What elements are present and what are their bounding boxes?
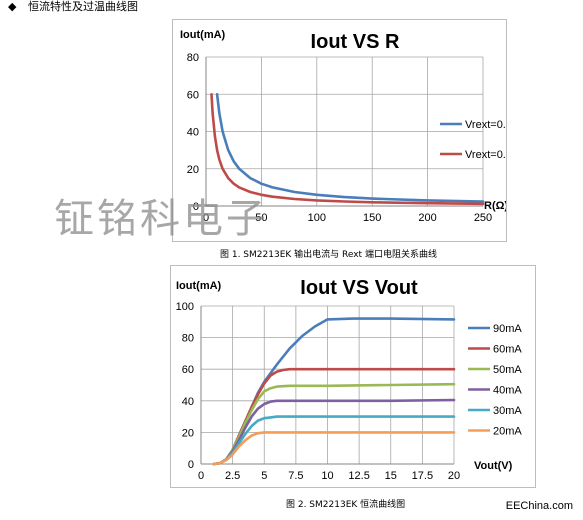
legend-label: 50mA <box>493 364 522 376</box>
x-tick-label: 15 <box>385 470 397 482</box>
y-axis-label: Iout(mA) <box>180 29 226 41</box>
y-tick-label: 80 <box>187 52 199 64</box>
x-tick-label: 250 <box>474 212 492 224</box>
x-tick-label: 2.5 <box>225 470 240 482</box>
y-tick-label: 80 <box>182 333 194 345</box>
chart-title: Iout VS R <box>311 31 400 53</box>
x-tick-label: 5 <box>261 470 267 482</box>
legend-label: Vrext=0.6 <box>465 119 506 131</box>
x-tick-label: 100 <box>308 212 326 224</box>
x-tick-label: 0 <box>203 212 209 224</box>
chart-iout-vs-vout: 0 2.5 5 7.5 10 12.5 15 17.5 20 0 20 40 60 80 100 Iout V… <box>170 265 536 488</box>
y-tick-label: 40 <box>182 396 194 408</box>
legend-label: 30mA <box>493 405 522 417</box>
x-axis-label: Vout(V) <box>474 460 513 472</box>
y-tick-label: 100 <box>176 301 194 313</box>
y-tick-label: 60 <box>187 89 199 101</box>
chart-iout-vs-r: 0 50 100 150 200 250 0 20 40 60 80 Iout VS R Iout(mA… <box>172 19 512 242</box>
series-line <box>212 431 456 466</box>
series-line <box>210 93 485 206</box>
series-line <box>215 93 485 203</box>
y-axis-label: Iout(mA) <box>176 280 222 292</box>
figure-2-caption: 图 2. SM2213EK 恒流曲线图 <box>286 500 406 510</box>
y-tick-label: 60 <box>182 364 194 376</box>
x-tick-label: 7.5 <box>288 470 303 482</box>
series-line <box>212 415 456 466</box>
legend-label: Vrext=0.3 <box>465 149 506 161</box>
x-tick-label: 0 <box>198 470 204 482</box>
chart-title: Iout VS Vout <box>300 277 418 299</box>
y-tick-label: 20 <box>187 164 199 176</box>
figure-1-caption: 图 1. SM2213EK 输出电流与 Rext 端口电阻关系曲线 <box>220 250 437 260</box>
x-tick-label: 150 <box>363 212 381 224</box>
x-axis-label: R(Ω) <box>484 200 506 212</box>
x-tick-label: 17.5 <box>412 470 433 482</box>
watermark-text: 钲铭科电子 <box>54 196 269 242</box>
x-tick-label: 200 <box>418 212 436 224</box>
legend-label: 40mA <box>493 385 522 397</box>
chart-iout-vs-vout-svg: 0 2.5 5 7.5 10 12.5 15 17.5 20 0 20 40 60 80 100 Iout V… <box>176 277 523 482</box>
chart-iout-vs-r-svg: 0 50 100 150 200 250 0 20 40 60 80 Iout VS R Iout(mA… <box>180 29 512 224</box>
y-tick-label: 20 <box>182 427 194 439</box>
x-tick-label: 12.5 <box>348 470 369 482</box>
legend-label: 60mA <box>493 344 522 356</box>
legend-label: 20mA <box>493 426 522 438</box>
y-tick-label: 0 <box>193 201 199 213</box>
y-tick-label: 0 <box>188 459 194 471</box>
series-line <box>212 382 456 466</box>
y-tick-label: 40 <box>187 127 199 139</box>
bullet-diamond-icon: ◆ <box>8 0 17 13</box>
x-tick-label: 20 <box>448 470 460 482</box>
section-heading-text: 恒流特性及过温曲线图 <box>27 0 138 13</box>
x-tick-label: 50 <box>255 212 267 224</box>
source-credit: EEChina.com <box>505 500 573 512</box>
x-tick-label: 10 <box>321 470 333 482</box>
section-heading: ◆ 恒流特性及过温曲线图 <box>8 0 138 13</box>
legend-label: 90mA <box>493 323 522 335</box>
series-line <box>212 317 456 466</box>
